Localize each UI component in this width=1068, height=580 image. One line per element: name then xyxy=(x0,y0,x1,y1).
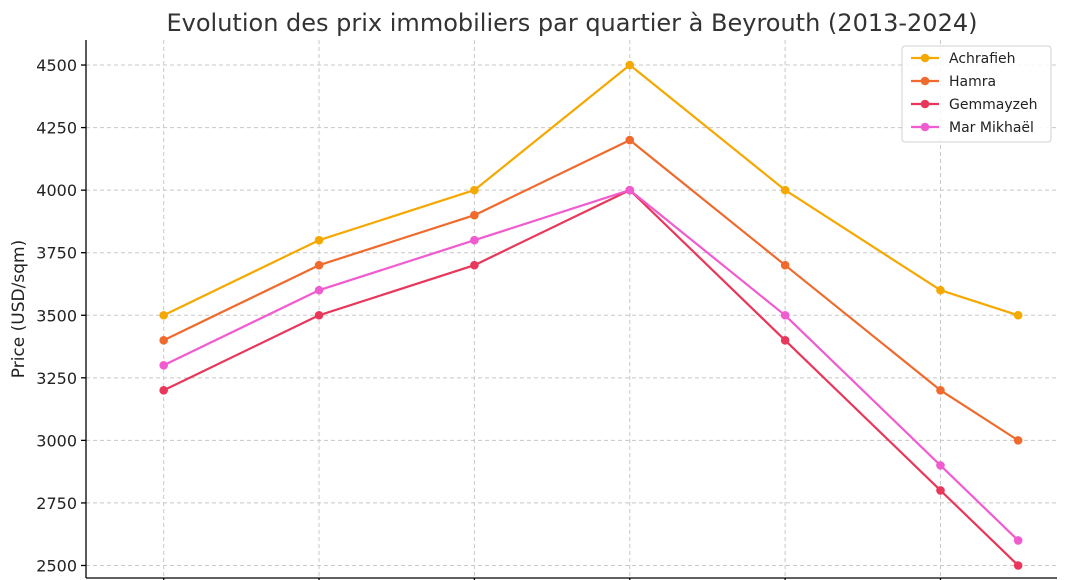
series-line-mar-mikha-l xyxy=(163,189,1019,542)
series-line-hamra xyxy=(163,139,1019,442)
y-tick-label: 3250 xyxy=(36,369,77,388)
data-point-gemmayzeh xyxy=(780,335,790,345)
y-axis-label: Price (USD/sqm) xyxy=(9,240,29,378)
data-point-achrafieh xyxy=(1013,310,1023,320)
legend-item-mar-mikha-l: Mar Mikhaël xyxy=(911,120,1034,136)
legend-item-hamra: Hamra xyxy=(911,74,996,90)
grid xyxy=(86,40,1057,578)
data-point-mar-mikha-l xyxy=(1013,536,1023,545)
data-point-hamra xyxy=(936,386,945,395)
legend-item-achrafieh: Achrafieh xyxy=(911,51,1016,67)
data-point-achrafieh xyxy=(936,285,945,295)
legend-item-gemmayzeh: Gemmayzeh xyxy=(911,97,1037,113)
legend-label: Mar Mikhaël xyxy=(949,120,1034,136)
y-tick-label: 3000 xyxy=(36,431,77,450)
legend: Achrafieh Hamra Gemmayzeh Mar Mikhaël xyxy=(901,45,1052,143)
y-tick-label: 2750 xyxy=(36,494,77,513)
y-tick-label: 2500 xyxy=(36,556,77,575)
data-point-mar-mikha-l xyxy=(159,361,168,370)
data-point-hamra xyxy=(625,135,635,145)
legend-marker xyxy=(920,53,930,63)
legend-label: Gemmayzeh xyxy=(949,97,1037,113)
data-point-achrafieh xyxy=(470,185,479,195)
data-point-gemmayzeh xyxy=(159,386,168,395)
legend-label: Achrafieh xyxy=(949,51,1016,67)
data-point-mar-mikha-l xyxy=(314,285,324,295)
y-tick-label: 4000 xyxy=(36,181,77,200)
data-point-gemmayzeh xyxy=(470,260,479,270)
series-hamra xyxy=(159,135,1023,445)
data-point-mar-mikha-l xyxy=(625,185,635,195)
data-point-gemmayzeh xyxy=(1013,561,1023,570)
chart-title: Evolution des prix immobiliers par quart… xyxy=(167,9,978,37)
series-layer xyxy=(159,60,1023,570)
y-tick-label: 4250 xyxy=(36,119,77,138)
data-point-achrafieh xyxy=(159,310,168,320)
data-point-mar-mikha-l xyxy=(936,461,945,470)
data-point-hamra xyxy=(314,260,324,270)
data-point-hamra xyxy=(780,260,790,270)
data-point-achrafieh xyxy=(314,235,324,245)
data-point-hamra xyxy=(1013,436,1023,445)
series-achrafieh xyxy=(159,60,1023,320)
data-point-achrafieh xyxy=(625,60,635,70)
legend-marker xyxy=(920,76,930,86)
data-point-gemmayzeh xyxy=(936,486,945,495)
data-point-mar-mikha-l xyxy=(470,235,479,245)
y-tick-label: 3500 xyxy=(36,306,77,325)
series-mar-mikha-l xyxy=(159,185,1023,545)
data-point-hamra xyxy=(159,335,168,345)
legend-marker xyxy=(920,122,930,132)
axes: 2500 2750 3000 3250 3500 3750 4000 4250 4500 xyxy=(36,40,1057,580)
y-tick-label: 3750 xyxy=(36,244,77,263)
data-point-achrafieh xyxy=(780,185,790,195)
y-tick-label: 4500 xyxy=(36,56,77,75)
legend-box xyxy=(901,45,1052,143)
data-point-gemmayzeh xyxy=(314,310,324,320)
data-point-mar-mikha-l xyxy=(780,310,790,320)
data-point-hamra xyxy=(470,210,479,220)
legend-marker xyxy=(920,99,930,109)
legend-label: Hamra xyxy=(949,74,996,90)
